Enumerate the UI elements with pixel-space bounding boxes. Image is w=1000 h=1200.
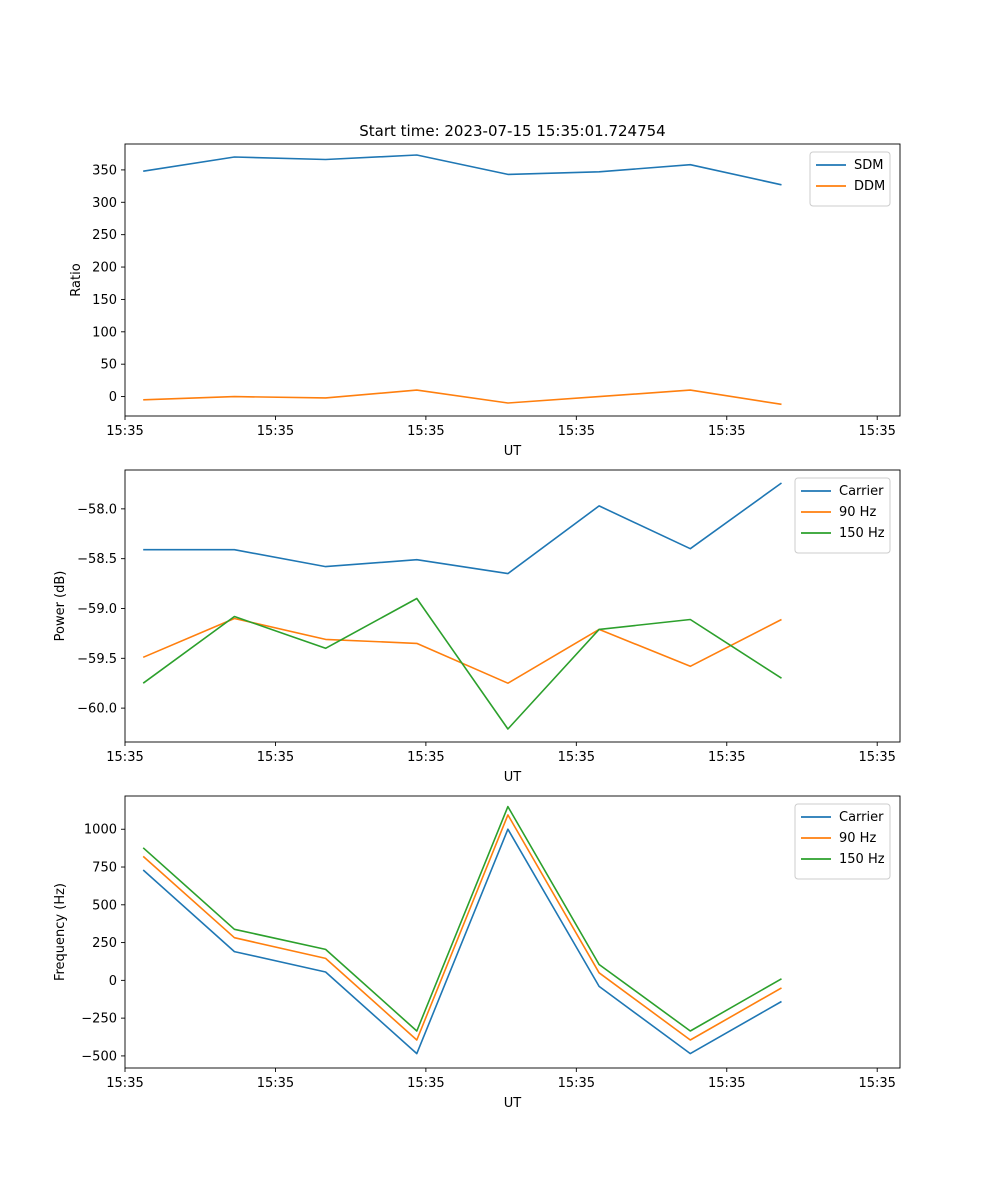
frequency-legend-box — [794, 803, 891, 880]
power-x-tick-label: 15:35 — [106, 750, 143, 765]
frequency-y-tick-label: 500 — [92, 898, 117, 913]
frequency-series-carrier-line — [142, 828, 782, 1055]
ratio-legend: SDM DDM — [809, 151, 891, 207]
frequency-y-tick-label: 750 — [92, 861, 117, 876]
frequency-x-tick-label: 15:35 — [858, 1076, 895, 1091]
power-series-150-hz-line — [142, 597, 782, 730]
ratio-plot-area — [143, 154, 782, 406]
power-chart: 15:3515:3515:3515:3515:3515:3515:36−60.0… — [53, 469, 901, 785]
frequency-axes-frame — [124, 795, 901, 1069]
power-y-tick-label: −60.0 — [77, 702, 117, 717]
frequency-series-150-hz-line — [142, 805, 782, 1032]
power-y-tick-label: −58.5 — [77, 552, 117, 567]
frequency-y-tick-label: −500 — [81, 1049, 117, 1064]
ratio-x-axis-label: UT — [504, 444, 522, 459]
ratio-y-tick-label: 0 — [109, 390, 117, 405]
frequency-x-tick-label: 15:35 — [558, 1076, 595, 1091]
frequency-legend-label-90-hz: 90 Hz — [839, 831, 876, 846]
power-x-tick-label: 15:35 — [257, 750, 294, 765]
ratio-y-axis-label: Ratio — [69, 263, 84, 296]
frequency-chart: 15:3515:3515:3515:3515:3515:3515:36−500−… — [53, 795, 901, 1111]
ratio-y-tick-label: 350 — [92, 163, 117, 178]
frequency-y-tick-label: 1000 — [84, 823, 117, 838]
frequency-y-axis-label: Frequency (Hz) — [53, 883, 68, 981]
power-y-tick-label: −59.5 — [77, 652, 117, 667]
ratio-x-tick-label: 15:35 — [858, 424, 895, 439]
power-x-tick-label: 15:35 — [708, 750, 745, 765]
power-x-tick-label: 15:35 — [558, 750, 595, 765]
frequency-x-tick-label: 15:35 — [257, 1076, 294, 1091]
ratio-x-tick-label: 15:35 — [257, 424, 294, 439]
frequency-legend-label-carrier: Carrier — [839, 810, 884, 825]
frequency-legend-label-150-hz: 150 Hz — [839, 852, 885, 867]
power-series-carrier-line — [143, 482, 782, 575]
power-legend-label-90-hz: 90 Hz — [839, 505, 876, 520]
frequency-y-tick-label: −250 — [81, 1012, 117, 1027]
power-x-tick-label: 15:35 — [407, 750, 444, 765]
ratio-y-tick-label: 300 — [92, 196, 117, 211]
power-y-tick-label: −59.0 — [77, 602, 117, 617]
frequency-y-tick-label: 250 — [92, 936, 117, 951]
power-legend-box — [794, 477, 891, 554]
power-y-axis-label: Power (dB) — [53, 571, 68, 642]
power-x-axis-label: UT — [504, 770, 522, 785]
ratio-series-ddm-line — [143, 389, 782, 406]
ratio-y-tick-label: 200 — [92, 261, 117, 276]
ratio-chart: 15:3515:3515:3515:3515:3515:3515:3605010… — [69, 143, 901, 459]
ratio-series-sdm-line — [143, 154, 782, 186]
ratio-y-tick-label: 50 — [100, 358, 117, 373]
frequency-x-tick-label: 15:35 — [708, 1076, 745, 1091]
ratio-x-tick-label: 15:35 — [106, 424, 143, 439]
ratio-y-tick-label: 250 — [92, 228, 117, 243]
frequency-x-tick-label: 15:35 — [407, 1076, 444, 1091]
ratio-y-tick-label: 100 — [92, 325, 117, 340]
power-legend-label-150-hz: 150 Hz — [839, 526, 885, 541]
frequency-y-tick-label: 0 — [109, 974, 117, 989]
power-axes-frame — [124, 469, 901, 743]
frequency-series-90-hz-line — [142, 814, 782, 1041]
frequency-x-axis-label: UT — [504, 1096, 522, 1111]
ratio-y-tick-label: 150 — [92, 293, 117, 308]
power-x-tick-label: 15:35 — [858, 750, 895, 765]
ratio-x-tick-label: 15:35 — [407, 424, 444, 439]
power-legend-label-carrier: Carrier — [839, 484, 884, 499]
figure-title: Start time: 2023-07-15 15:35:01.724754 — [359, 122, 665, 140]
power-legend: Carrier 90 Hz 150 Hz — [794, 477, 891, 554]
power-plot-area — [142, 482, 782, 730]
frequency-plot-area — [142, 805, 782, 1055]
frequency-x-tick-label: 15:35 — [106, 1076, 143, 1091]
ratio-axes-frame — [124, 143, 901, 417]
ratio-legend-label-ddm: DDM — [854, 179, 885, 194]
ratio-x-tick-label: 15:35 — [558, 424, 595, 439]
power-y-tick-label: −58.0 — [77, 502, 117, 517]
ratio-legend-label-sdm: SDM — [854, 158, 883, 173]
frequency-legend: Carrier 90 Hz 150 Hz — [794, 803, 891, 880]
ratio-x-tick-label: 15:35 — [708, 424, 745, 439]
